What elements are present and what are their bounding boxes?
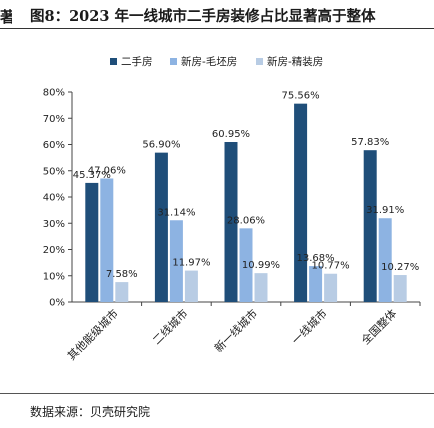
y-tick-label: 30% [43,219,65,230]
bar [363,150,377,302]
bar [309,266,323,302]
y-tick-label: 0% [49,298,65,309]
cutoff-title-fragment: 著 [0,8,12,26]
footer-rule [0,393,434,394]
title-rule [0,28,434,29]
bar [115,282,129,302]
bar-value-label: 11.97% [172,258,210,269]
bar-value-label: 31.91% [366,205,404,216]
legend-swatch [110,58,117,65]
bar [254,273,268,302]
legend-swatch [256,58,263,65]
y-tick-label: 70% [43,114,65,125]
bar [239,228,253,302]
bar [184,270,198,302]
legend-label: 新房-毛坯房 [181,56,238,68]
legend-swatch [170,58,177,65]
y-tick-label: 20% [43,245,65,256]
legend-item: 新房-精装房 [256,54,323,69]
bar-value-label: 7.58% [106,269,138,280]
bar-value-label: 56.90% [142,140,180,151]
bar [169,220,183,302]
bar [294,103,308,302]
bar-value-label: 31.14% [157,207,195,218]
bar-value-label: 10.27% [381,262,419,273]
y-tick-label: 80% [43,88,65,99]
bar-value-label: 13.68% [297,253,335,264]
x-category-label: 二线城市 [150,306,191,347]
bar-value-label: 47.06% [88,165,126,176]
bar [154,152,168,302]
bar [393,275,407,302]
bar [100,178,114,302]
figure-title: 图8：2023 年一线城市二手房装修占比显著高于整体 [30,8,376,25]
x-category-label: 一线城市 [289,306,330,347]
bar [378,218,392,302]
y-tick-label: 40% [43,193,65,204]
y-tick-label: 50% [43,166,65,177]
bar-value-label: 45.37% [73,170,111,181]
bar-value-label: 28.06% [227,215,265,226]
bar-value-label: 57.83% [351,137,389,148]
bar [324,273,338,302]
y-tick-label: 10% [43,271,65,282]
bar [85,182,99,302]
bar-value-label: 10.77% [312,261,350,272]
bar-value-label: 60.95% [212,129,250,140]
legend-item: 新房-毛坯房 [170,54,237,69]
data-source-note: 数据来源：贝壳研究院 [30,405,151,419]
legend-label: 二手房 [121,56,153,68]
x-category-label: 新一线城市 [211,306,260,355]
y-tick-label: 60% [43,140,65,151]
bar-value-label: 10.99% [242,260,280,271]
bar [224,142,238,302]
legend-item: 二手房 [110,54,153,69]
chart-legend: 二手房 新房-毛坯房 新房-精装房 [0,54,434,70]
x-category-label: 其他能级城市 [64,306,121,363]
legend-label: 新房-精装房 [267,56,324,68]
x-category-label: 全国整体 [358,306,399,347]
bar-value-label: 75.56% [282,91,320,102]
bar-chart: 0% 10% 20% 30% 40% 50% 60% 70% 80% 45.37%47.06% 7.… [43,88,421,363]
